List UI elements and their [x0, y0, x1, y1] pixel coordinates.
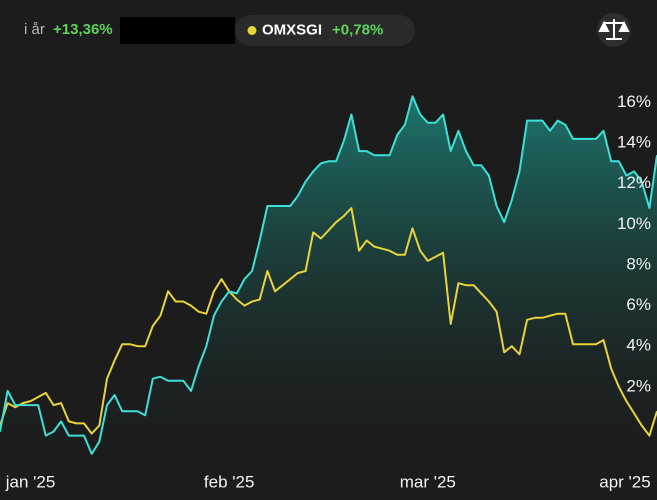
benchmark-pill[interactable] [235, 15, 415, 46]
period-label: i år [24, 21, 45, 38]
y-tick-label: 6% [626, 295, 651, 314]
legend-dot [247, 26, 257, 35]
x-tick-label: mar '25 [400, 472, 456, 491]
y-tick-label: 14% [617, 132, 651, 151]
portfolio-change: +13,36% [53, 21, 113, 38]
legend-label: OMXSGI [262, 21, 322, 38]
y-tick-label: 4% [626, 336, 651, 355]
y-tick-label: 8% [626, 254, 651, 273]
x-tick-label: apr '25 [599, 472, 650, 491]
line [0, 207, 657, 437]
y-tick-label: 16% [617, 92, 651, 111]
x-tick-label: jan '25 [5, 472, 56, 491]
x-tick-label: feb '25 [204, 472, 255, 491]
benchmark-change: +0,78% [332, 21, 383, 38]
line [0, 95, 657, 455]
compare-button[interactable] [597, 13, 631, 47]
y-tick-label: 10% [617, 214, 651, 233]
redacted [120, 17, 235, 44]
y-tick-label: 2% [626, 376, 651, 395]
area [0, 96, 657, 461]
plot-area [0, 95, 657, 461]
y-tick-label: 12% [617, 173, 651, 192]
